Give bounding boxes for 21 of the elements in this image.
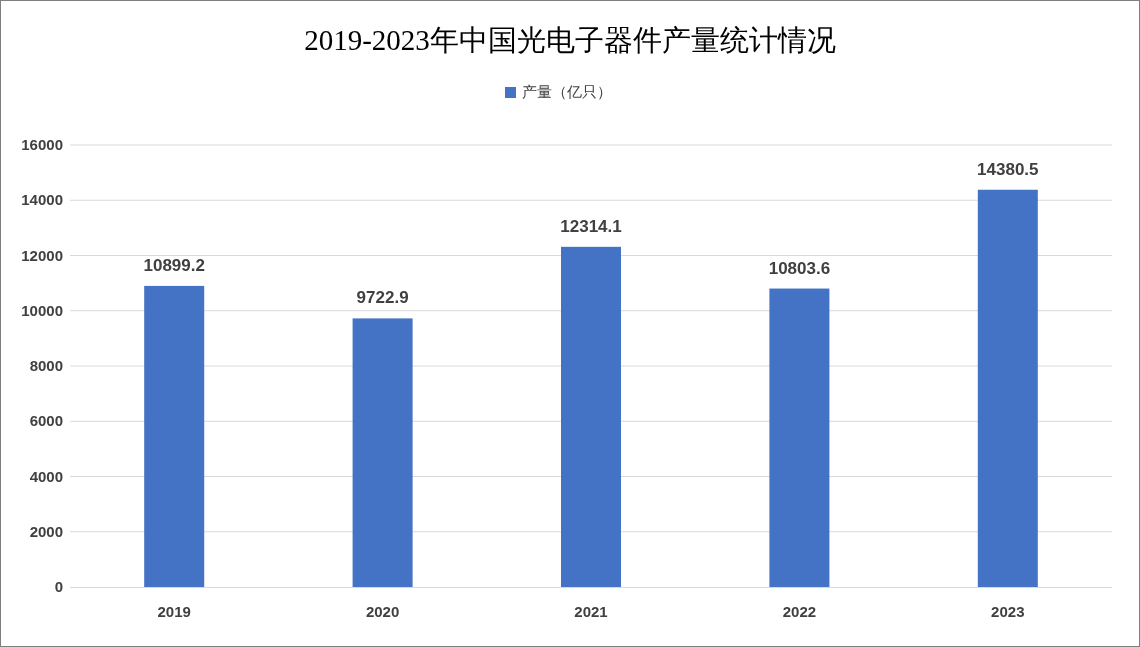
y-tick: 6000 [29, 412, 63, 430]
data-label: 9722.9 [356, 288, 409, 308]
y-tick: 8000 [29, 357, 63, 374]
data-label: 14380.5 [977, 159, 1039, 179]
legend-label: 产量（亿只） [522, 83, 612, 100]
y-tick: 0 [54, 578, 63, 595]
data-label: 12314.1 [560, 216, 622, 236]
y-tick: 4000 [29, 467, 63, 485]
x-tick: 2020 [365, 603, 400, 620]
y-tick: 14000 [21, 191, 63, 209]
title: 2019-2023年中国光电子器件产量统计情况 [304, 24, 836, 56]
x-tick: 2019 [157, 603, 191, 620]
y-tick: 12000 [21, 246, 63, 264]
x-tick: 2021 [574, 603, 608, 620]
x-tick: 2023 [991, 603, 1025, 620]
y-tick: 2000 [29, 522, 63, 540]
data-label: 10899.2 [143, 255, 205, 275]
x-tick: 2022 [782, 603, 817, 620]
data-label: 10803.6 [768, 258, 831, 278]
y-tick: 16000 [21, 136, 63, 153]
y-tick: 10000 [21, 301, 63, 319]
